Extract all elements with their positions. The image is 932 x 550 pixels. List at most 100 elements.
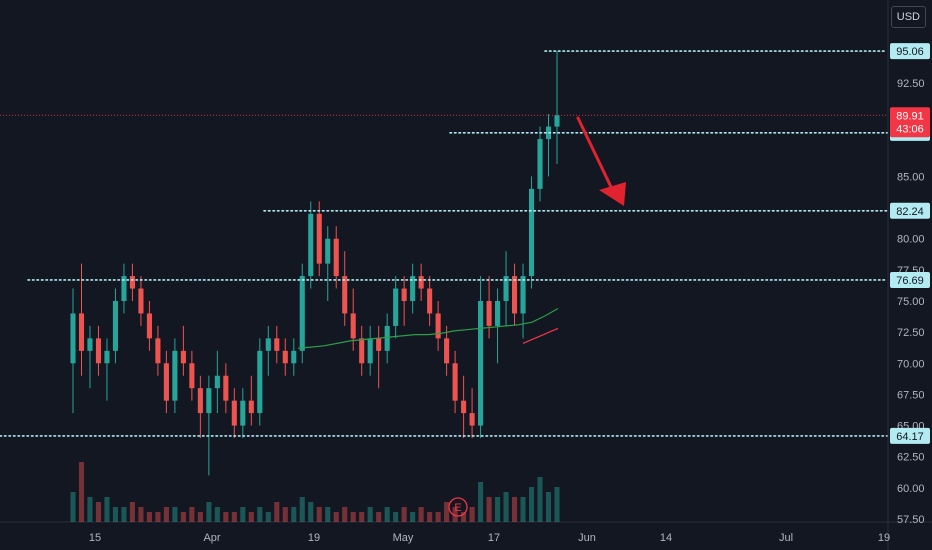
volume-bar — [359, 512, 365, 522]
candle-body — [478, 301, 484, 426]
horizontal-line-price-tag — [890, 427, 930, 444]
volume-bar — [214, 507, 220, 522]
candle-body — [537, 139, 543, 189]
candle-body — [240, 400, 246, 426]
candle-body — [104, 350, 110, 364]
candle-body — [308, 213, 314, 277]
time-tick-label: Apr — [203, 532, 220, 544]
volume-bar — [333, 512, 339, 522]
candle-body — [401, 288, 407, 301]
candle-body — [70, 313, 76, 364]
time-tick-label: Jul — [779, 532, 793, 544]
candle-body — [129, 276, 135, 289]
candle-body — [163, 363, 169, 401]
volume-bar — [189, 507, 195, 522]
horizontal-line-price-text: 82.24 — [896, 206, 924, 218]
volume-bar — [138, 507, 144, 522]
candle-body — [393, 288, 399, 326]
horizontal-line-layer[interactable] — [0, 50, 888, 437]
candle-body — [95, 338, 102, 364]
candle-body — [528, 188, 535, 277]
candle-body — [78, 313, 85, 351]
volume-bar — [401, 507, 407, 522]
volume-bar — [78, 462, 85, 522]
volume-bar — [223, 512, 229, 522]
volume-bar — [231, 512, 237, 522]
volume-bar — [376, 512, 382, 522]
volume-bar — [87, 497, 93, 522]
price-tick-label: 80.00 — [897, 234, 925, 246]
countdown-text: 43:06 — [896, 123, 924, 135]
volume-bar — [274, 502, 280, 522]
candle-body — [87, 338, 93, 351]
price-tick-label: 70.00 — [897, 358, 925, 370]
volume-bar — [511, 497, 518, 522]
horizontal-line-price-tag — [890, 271, 930, 288]
candle-body — [418, 276, 424, 289]
volume-bar — [545, 492, 552, 522]
horizontal-line-price-text: 95.06 — [896, 46, 924, 58]
volume-bar — [180, 512, 186, 522]
earnings-marker-icon — [448, 497, 468, 517]
candle-body — [486, 301, 492, 326]
volume-bar — [410, 512, 416, 522]
candle-body — [503, 276, 509, 301]
time-axis[interactable]: 15 Apr 19 May 17 Jun 14 Jul 19 — [89, 532, 890, 544]
earnings-marker-label: E — [454, 502, 461, 514]
price-tick-label: 57.50 — [897, 514, 925, 526]
time-tick-label: 19 — [878, 532, 890, 544]
volume-bar — [528, 487, 535, 522]
volume-bar — [554, 487, 560, 522]
volume-bar — [299, 497, 305, 522]
candle-body — [342, 276, 348, 314]
volume-bar — [163, 507, 169, 522]
candle-body — [359, 338, 365, 364]
candle-body — [520, 276, 526, 314]
volume-bar — [265, 512, 271, 522]
price-tick-label: 67.50 — [897, 389, 925, 401]
price-tick-label: 60.00 — [897, 483, 925, 495]
arrow-head-icon — [599, 182, 626, 206]
candle-body — [350, 313, 356, 339]
time-tick-label: 19 — [308, 532, 320, 544]
candle-body — [325, 238, 331, 264]
price-tick-label: 62.50 — [897, 452, 925, 464]
candle-body — [257, 350, 263, 414]
volume-bar — [393, 512, 399, 522]
candle-body — [291, 350, 297, 364]
time-tick-label: 15 — [89, 532, 101, 544]
volume-bar — [95, 502, 102, 522]
volume-bar — [444, 502, 450, 522]
volume-bar — [435, 512, 441, 522]
candle-body — [172, 350, 178, 401]
volume-bar — [367, 507, 373, 522]
candle-body — [435, 313, 441, 339]
volume-bar — [257, 507, 263, 522]
horizontal-line-price-text: 76.69 — [896, 275, 924, 287]
candle-body — [367, 338, 373, 364]
price-tick-label: 75.00 — [897, 296, 925, 308]
moving-average-layer — [297, 307, 559, 349]
candle-body — [214, 375, 220, 389]
time-tick-label: Jun — [578, 532, 596, 544]
candle-body — [206, 388, 212, 414]
moving-average-line-red — [522, 327, 559, 344]
volume-bar — [70, 492, 76, 522]
candle-body — [495, 301, 501, 326]
arrow-shaft — [576, 116, 614, 191]
candle-body — [384, 325, 390, 351]
volume-bar — [206, 502, 212, 522]
volume-bar — [240, 507, 246, 522]
volume-bar — [350, 512, 356, 522]
volume-bar — [129, 502, 135, 522]
volume-bar — [104, 497, 110, 522]
candle-body — [189, 363, 195, 389]
candle-body — [410, 276, 416, 301]
candle-body — [461, 400, 467, 414]
volume-layer — [70, 462, 560, 522]
volume-bar — [342, 507, 348, 522]
volume-bar — [291, 507, 297, 522]
currency-button[interactable]: USD — [890, 6, 926, 28]
